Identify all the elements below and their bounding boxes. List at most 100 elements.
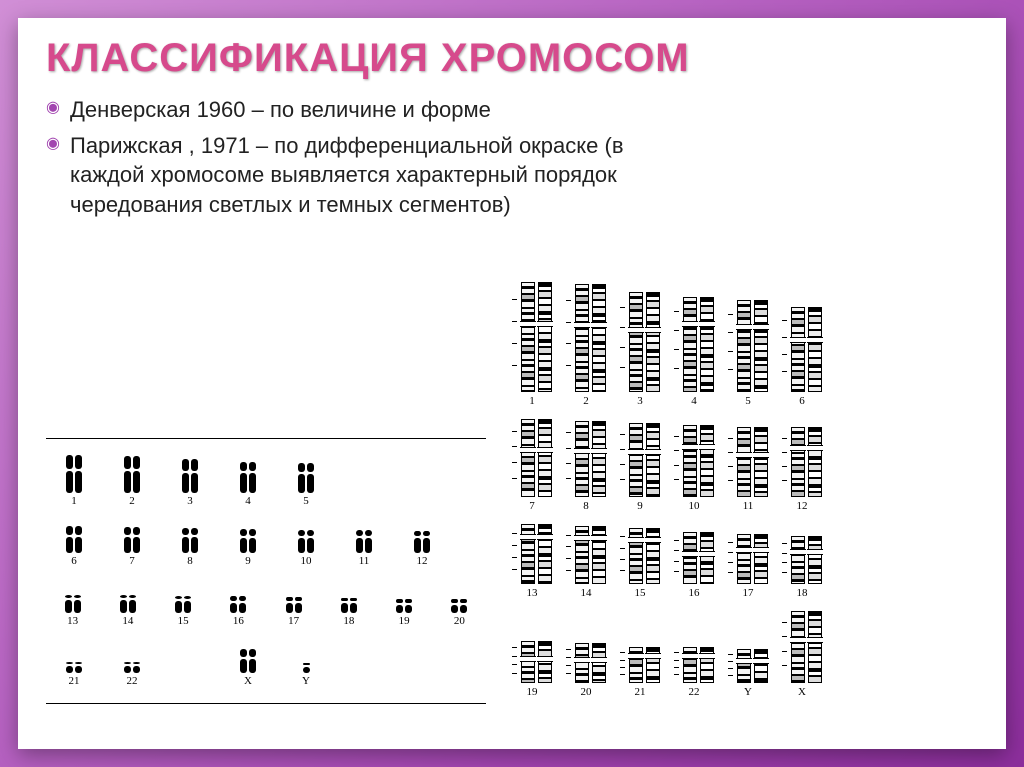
chromosome-pair: 13 xyxy=(54,573,91,627)
ideogram-icon xyxy=(538,419,552,497)
ideogram-icon xyxy=(646,647,660,683)
ideogram-number: 19 xyxy=(527,686,538,698)
ideogram-number: 16 xyxy=(689,587,700,599)
ideogram-icon xyxy=(646,528,660,584)
ideogram-pair: 13 xyxy=(512,524,552,599)
ideogram-icon xyxy=(592,421,606,497)
ideogram-icon xyxy=(754,649,768,683)
ideogram-pair: 4 xyxy=(674,297,714,407)
chromosome-number: 6 xyxy=(71,555,77,567)
ideogram-icon xyxy=(737,649,751,683)
ideogram-icon xyxy=(629,292,643,392)
ideogram-icon xyxy=(683,425,697,497)
ideogram-icon xyxy=(592,526,606,584)
chromosome-icon xyxy=(66,526,73,553)
chromosome-number: Y xyxy=(302,675,310,687)
karyotype-denver: 12345678910111213141516171819202122XY xyxy=(46,438,486,704)
ideogram-icon xyxy=(575,421,589,497)
ideogram-pair: 12 xyxy=(782,427,822,512)
ideogram-number: 7 xyxy=(529,500,535,512)
ideogram-pair: 18 xyxy=(782,536,822,599)
ideogram-icon xyxy=(791,427,805,497)
ideogram-icon xyxy=(808,536,822,584)
ideogram-icon xyxy=(737,427,751,497)
chromosome-number: 2 xyxy=(129,495,135,507)
chromosome-pair xyxy=(170,645,210,687)
chromosome-number: 13 xyxy=(67,615,78,627)
chromosome-number: X xyxy=(244,675,252,687)
chromosome-number: 19 xyxy=(399,615,410,627)
bullet-item: Парижская , 1971 – по дифференциальной о… xyxy=(46,131,686,220)
ideogram-number: 22 xyxy=(689,686,700,698)
ideogram-pair: X xyxy=(782,611,822,698)
ideogram-number: 12 xyxy=(797,500,808,512)
ideogram-icon xyxy=(791,611,805,683)
ideogram-icon xyxy=(646,292,660,392)
chromosome-pair: 20 xyxy=(441,573,478,627)
ideogram-pair: 10 xyxy=(674,425,714,512)
chromosome-number: 11 xyxy=(359,555,370,567)
chromosome-icon xyxy=(249,529,256,553)
ideogram-pair: 1 xyxy=(512,282,552,407)
ideogram-icon xyxy=(754,427,768,497)
chromosome-icon xyxy=(133,527,140,553)
ideogram-number: 15 xyxy=(635,587,646,599)
ideogram-icon xyxy=(646,423,660,497)
ideogram-pair: 5 xyxy=(728,300,768,407)
chromosome-number: 16 xyxy=(233,615,244,627)
chromosome-pair: 12 xyxy=(402,513,442,567)
chromosome-icon xyxy=(133,456,140,493)
ideogram-pair: 8 xyxy=(566,421,606,512)
chromosome-icon xyxy=(298,463,305,493)
ideogram-icon xyxy=(700,425,714,497)
ideogram-icon xyxy=(521,419,535,497)
chromosome-icon xyxy=(182,528,189,553)
chromosome-number: 15 xyxy=(178,615,189,627)
chromosome-pair: 22 xyxy=(112,633,152,687)
ideogram-icon xyxy=(700,532,714,584)
chromosome-number: 7 xyxy=(129,555,135,567)
chromosome-number: 20 xyxy=(454,615,465,627)
chromosome-icon xyxy=(295,597,302,613)
chromosome-icon xyxy=(240,462,247,493)
ideogram-pair: Y xyxy=(728,649,768,698)
ideogram-pair: 17 xyxy=(728,534,768,599)
chromosome-number: 21 xyxy=(69,675,80,687)
ideogram-number: 10 xyxy=(689,500,700,512)
chromosome-number: 8 xyxy=(187,555,193,567)
chromosome-pair: 15 xyxy=(165,573,202,627)
ideogram-pair: 22 xyxy=(674,647,714,698)
chromosome-pair: 4 xyxy=(228,453,268,507)
chromosome-icon xyxy=(124,662,131,673)
bullet-item: Денверская 1960 – по величине и форме xyxy=(46,95,686,125)
ideogram-icon xyxy=(683,647,697,683)
ideogram-number: X xyxy=(798,686,806,698)
bullet-list: Денверская 1960 – по величине и форме Па… xyxy=(46,95,686,220)
ideogram-icon xyxy=(521,524,535,584)
ideogram-pair: 19 xyxy=(512,641,552,698)
ideogram-number: 2 xyxy=(583,395,589,407)
chromosome-icon xyxy=(230,596,237,613)
chromosome-number: 9 xyxy=(245,555,251,567)
karyotype-row: 1314151617181920 xyxy=(54,573,478,627)
ideogram-icon xyxy=(683,297,697,392)
chromosome-pair: 19 xyxy=(386,573,423,627)
chromosome-pair: 7 xyxy=(112,513,152,567)
chromosome-icon xyxy=(124,527,131,553)
chromosome-icon xyxy=(451,599,458,613)
ideogram-pair: 2 xyxy=(566,284,606,407)
chromosome-icon xyxy=(239,596,246,613)
chromosome-number: 12 xyxy=(417,555,428,567)
ideogram-icon xyxy=(629,647,643,683)
chromosome-icon xyxy=(120,595,127,613)
ideogram-number: 1 xyxy=(529,395,535,407)
ideogram-icon xyxy=(592,284,606,392)
chromosome-number: 18 xyxy=(343,615,354,627)
chromosome-number: 4 xyxy=(245,495,251,507)
chromosome-icon xyxy=(307,463,314,493)
chromosome-icon xyxy=(350,598,357,613)
slide-title: КЛАССИФИКАЦИЯ ХРОМОСОМ xyxy=(46,36,978,81)
ideogram-row: 19202122YX xyxy=(512,611,982,698)
chromosome-icon xyxy=(182,459,189,493)
ideogram-number: 21 xyxy=(635,686,646,698)
